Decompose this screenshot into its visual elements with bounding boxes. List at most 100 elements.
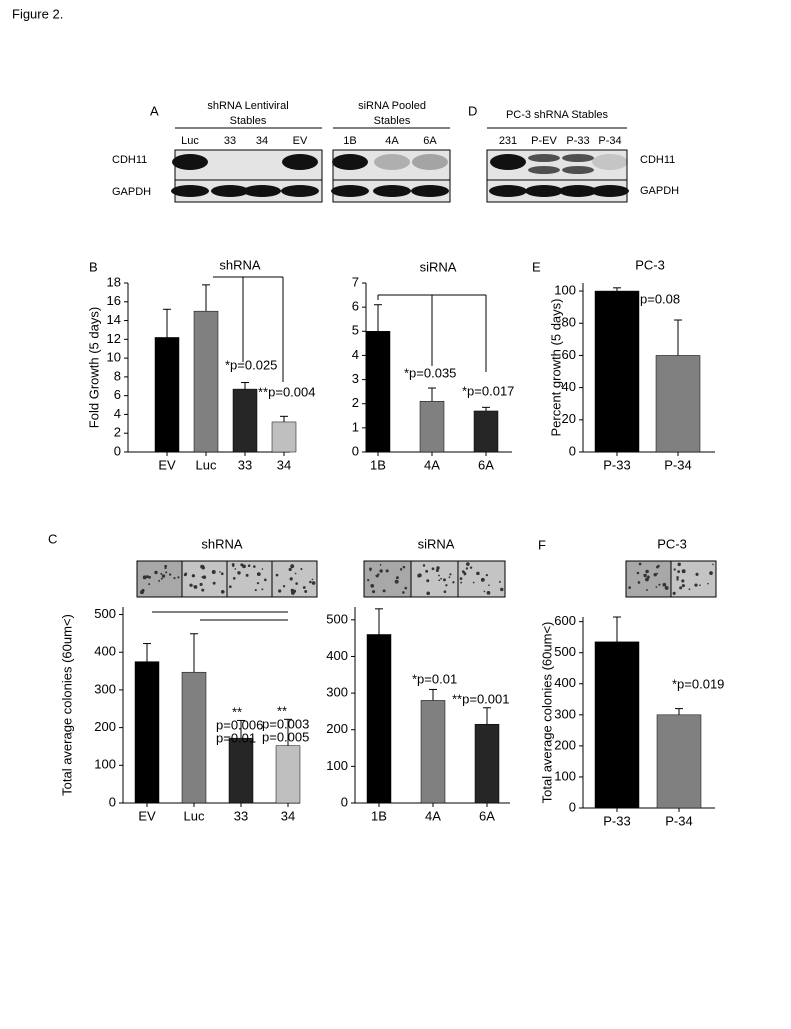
blot-group-title: PC-3 shRNA Stables — [506, 109, 609, 121]
annotation: p=0.08 — [640, 291, 680, 306]
y-tick-label: 500 — [326, 611, 348, 626]
colony — [168, 573, 172, 576]
y-tick-label: 1 — [352, 419, 359, 434]
y-tick-label: 600 — [554, 613, 576, 628]
annotation: *p=0.025 — [225, 357, 277, 372]
colony — [289, 577, 293, 581]
panel-label: D — [468, 103, 477, 118]
band — [411, 185, 449, 197]
colony — [646, 575, 650, 579]
band — [562, 166, 594, 174]
x-tick-label: 1B — [371, 808, 387, 823]
colony — [422, 564, 426, 567]
chart-title: PC-3 — [657, 536, 687, 551]
y-tick-label: 100 — [326, 758, 348, 773]
colony — [476, 571, 480, 576]
colony — [425, 569, 429, 573]
colony — [290, 588, 294, 593]
blot-lane-label: 1B — [343, 135, 356, 147]
colony — [275, 573, 279, 577]
colony — [699, 584, 701, 586]
colony — [367, 578, 370, 582]
colony — [145, 575, 149, 579]
colony — [369, 569, 372, 572]
colony — [164, 567, 167, 570]
colony — [402, 565, 406, 569]
y-tick-label: 2 — [114, 425, 121, 440]
blot-group-title: Stables — [374, 115, 411, 127]
x-tick-label: 6A — [478, 457, 494, 472]
colony — [164, 564, 168, 568]
panel-label: F — [538, 537, 546, 552]
bar — [228, 737, 254, 804]
colony — [443, 590, 447, 594]
colony — [417, 573, 422, 578]
colony — [232, 577, 236, 580]
colony — [382, 589, 386, 593]
colony — [201, 588, 205, 592]
band — [244, 154, 280, 170]
colony-image — [181, 560, 228, 598]
bar — [366, 634, 392, 804]
colony — [677, 570, 681, 573]
blot-lane-label: Luc — [181, 135, 199, 147]
colony — [311, 578, 314, 581]
colony — [371, 590, 376, 594]
colony — [220, 572, 224, 576]
chart-title: shRNA — [201, 536, 243, 551]
colony — [290, 564, 295, 569]
band — [489, 185, 527, 197]
colony — [653, 573, 657, 577]
y-tick-label: 2 — [352, 395, 359, 410]
colony — [148, 583, 151, 586]
y-tick-label: 60 — [562, 347, 576, 362]
colony — [369, 567, 372, 571]
colony — [375, 574, 377, 577]
colony — [370, 584, 375, 588]
colony — [154, 570, 158, 575]
annotation: **p=0.004 — [258, 384, 315, 399]
y-tick-label: 300 — [326, 685, 348, 700]
colony — [448, 576, 451, 579]
colony — [234, 568, 237, 570]
colony — [628, 586, 631, 589]
colony — [460, 581, 463, 584]
x-tick-label: 34 — [277, 457, 291, 472]
colony — [459, 577, 463, 580]
y-tick-label: 40 — [562, 379, 576, 394]
colony-image — [670, 560, 717, 598]
colony — [278, 589, 282, 593]
bar — [656, 714, 702, 809]
colony — [261, 588, 264, 591]
x-tick-label: 33 — [234, 808, 248, 823]
colony — [312, 582, 315, 585]
colony — [466, 562, 470, 566]
y-tick-label: 3 — [352, 371, 359, 386]
y-tick-label: 100 — [94, 757, 116, 772]
colony — [709, 571, 713, 575]
colony — [165, 571, 168, 574]
band — [374, 154, 410, 170]
y-tick-label: 200 — [94, 719, 116, 734]
bar — [419, 401, 445, 453]
colony — [201, 566, 206, 570]
bar — [181, 671, 207, 804]
y-tick-label: 500 — [94, 606, 116, 621]
colony — [256, 582, 260, 585]
colony — [452, 581, 455, 584]
colony — [485, 573, 489, 577]
band — [332, 154, 368, 170]
y-tick-label: 10 — [107, 350, 121, 365]
colony — [676, 576, 679, 579]
colony — [237, 571, 241, 575]
blot-group-title: shRNA Lentiviral — [207, 100, 288, 112]
band — [212, 154, 248, 170]
y-axis-label: Total average colonies (60um<) — [539, 622, 554, 804]
blot-lane-label: 231 — [499, 135, 517, 147]
blot-lane-label: EV — [293, 135, 308, 147]
colony — [142, 590, 145, 593]
bar — [473, 410, 499, 453]
colony — [202, 575, 207, 579]
colony — [309, 580, 312, 584]
colony — [707, 582, 709, 585]
